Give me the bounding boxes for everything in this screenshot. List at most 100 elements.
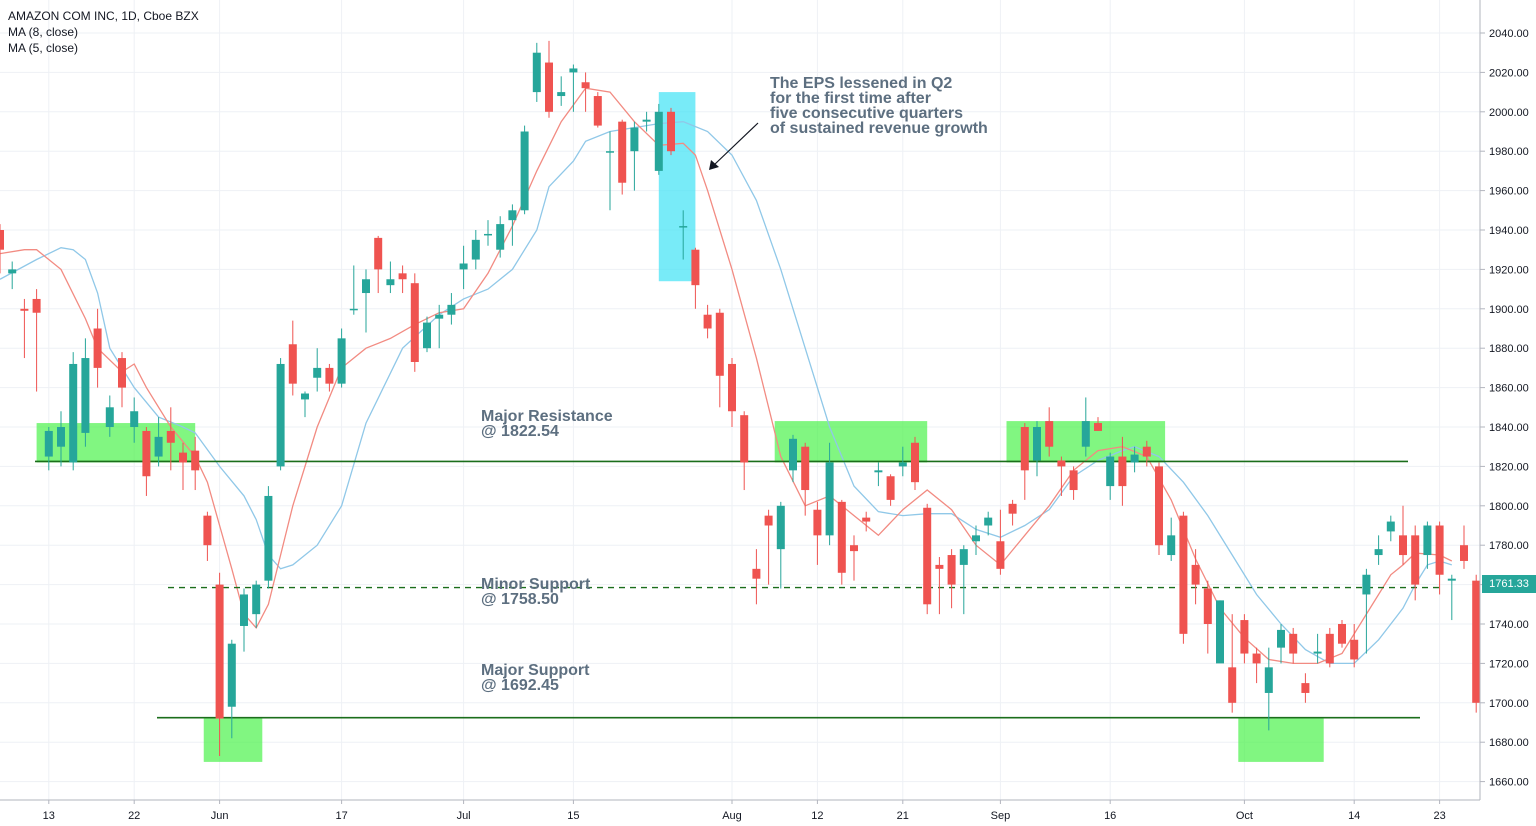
candle-body: [203, 515, 212, 546]
candle: [996, 509, 1005, 575]
price-tick-label: 2020.00: [1489, 67, 1529, 79]
minor-support-title: Minor Support: [481, 576, 591, 593]
candle: [618, 119, 627, 195]
candle: [484, 220, 492, 246]
candle: [520, 125, 529, 215]
candle: [179, 442, 187, 491]
time-tick-label: Aug: [722, 810, 742, 822]
candle: [1325, 627, 1334, 668]
candle: [130, 397, 139, 443]
candle-body: [972, 535, 980, 542]
annotation-arrowhead: [709, 160, 719, 170]
candle: [1399, 505, 1407, 565]
candle: [1106, 452, 1115, 500]
candle: [1191, 549, 1200, 605]
candle: [398, 265, 407, 294]
candle: [825, 442, 834, 546]
candle: [240, 588, 248, 652]
candle-body: [57, 427, 65, 447]
candle: [776, 501, 785, 589]
candle: [874, 462, 883, 487]
candle-body: [1094, 423, 1102, 431]
price-tick-label: 1700.00: [1489, 698, 1529, 710]
candle-body: [1277, 629, 1285, 648]
eps-annotation: The EPS lessened in Q2 for the first tim…: [770, 76, 988, 137]
candle: [20, 298, 29, 359]
candle-body: [1130, 454, 1139, 463]
candle: [105, 395, 114, 437]
candle: [1350, 624, 1359, 668]
candle: [532, 42, 541, 102]
candle: [557, 76, 566, 106]
candle-body: [691, 249, 700, 286]
candle: [1435, 521, 1444, 595]
candle: [8, 261, 17, 290]
candle-body: [118, 358, 126, 388]
candle: [740, 411, 749, 491]
candle: [679, 210, 688, 260]
candle: [1460, 525, 1468, 569]
candle-body: [1252, 653, 1261, 664]
candle-body: [1203, 588, 1212, 624]
candle-body: [1155, 466, 1163, 546]
price-tick-label: 1980.00: [1489, 146, 1529, 158]
highlight-zone: [203, 718, 263, 762]
candle: [0, 224, 4, 274]
price-tick-label: 1920.00: [1489, 264, 1529, 276]
candle: [374, 235, 383, 294]
candle: [81, 338, 90, 447]
candle: [1118, 436, 1127, 506]
candle-body: [630, 127, 639, 152]
time-tick-label: 12: [811, 810, 823, 822]
candle: [57, 411, 65, 467]
time-tick-label: 21: [897, 810, 909, 822]
candle: [935, 557, 944, 615]
candle: [606, 131, 614, 211]
candle: [1130, 446, 1139, 473]
candle-body: [1081, 421, 1090, 447]
candle-body: [240, 594, 248, 626]
candle: [1203, 580, 1212, 654]
candle-body: [1142, 446, 1151, 457]
candle: [862, 511, 871, 532]
candle-body: [1167, 535, 1176, 556]
candle-body: [1362, 574, 1371, 595]
candle-body: [837, 501, 846, 573]
candle-body: [484, 233, 492, 236]
candle: [93, 308, 102, 388]
candle: [947, 549, 956, 609]
chart-legend: AMAZON COM INC, 1D, Cboe BZX MA (8, clos…: [8, 8, 199, 56]
price-tick-label: 1720.00: [1489, 658, 1529, 670]
candle-body: [1228, 667, 1237, 703]
candle: [362, 269, 370, 333]
price-tick-label: 1820.00: [1489, 461, 1529, 473]
candle-body: [301, 393, 309, 400]
candle: [69, 352, 78, 471]
candle: [545, 40, 553, 118]
candle-body: [276, 363, 285, 467]
candle: [1289, 627, 1298, 664]
candle: [264, 486, 273, 589]
candle-body: [581, 82, 590, 89]
candle-body: [1033, 427, 1041, 461]
candle-body: [959, 549, 968, 565]
candle-body: [508, 210, 517, 221]
candle: [813, 501, 822, 565]
candle-body: [801, 446, 810, 491]
time-tick-label: Jun: [211, 810, 229, 822]
candle-body: [1374, 549, 1383, 556]
major-resistance-title: Major Resistance: [481, 408, 613, 425]
candle: [581, 72, 590, 112]
candle: [1167, 517, 1176, 561]
candle-body: [618, 121, 627, 183]
candle-body: [1338, 624, 1346, 644]
legend-symbol: AMAZON COM INC, 1D, Cboe BZX: [8, 9, 199, 23]
candle-body: [545, 62, 553, 112]
price-tick-label: 1680.00: [1489, 737, 1529, 749]
candle-body: [1399, 535, 1407, 556]
candle-body: [728, 363, 736, 412]
candle-body: [886, 476, 895, 500]
candle-body: [1472, 580, 1481, 703]
time-tick-label: Jul: [457, 810, 471, 822]
